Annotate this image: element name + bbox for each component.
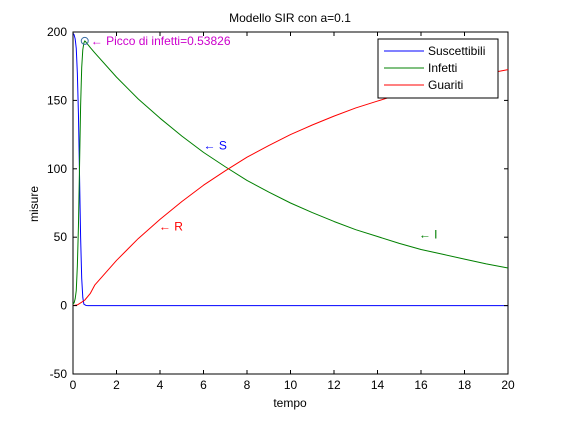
x-tick-label: 4 — [157, 378, 164, 392]
y-tick-label: 150 — [47, 93, 67, 107]
x-tick-label: 0 — [70, 378, 77, 392]
series-line-suscettibili — [72, 33, 508, 307]
legend-label-suscettibili: Suscettibili — [428, 44, 485, 58]
series-annotation: ← R — [159, 219, 183, 233]
x-tick-label: 2 — [113, 378, 120, 392]
peak-annotation: ← Picco di infetti=0.53826 — [91, 34, 231, 48]
series-annotation: ← S — [204, 139, 227, 153]
series-annotation: ← I — [419, 227, 438, 241]
x-axis-label: tempo — [273, 396, 307, 410]
x-tick-label: 12 — [327, 378, 341, 392]
legend-label-guariti: Guariti — [428, 78, 463, 92]
x-tick-label: 20 — [501, 378, 515, 392]
y-tick-label: -50 — [50, 367, 68, 381]
x-tick-label: 14 — [371, 378, 385, 392]
x-tick-label: 6 — [200, 378, 207, 392]
series-line-infetti — [72, 40, 509, 305]
chart-legend: Suscettibili Infetti Guariti — [377, 38, 499, 99]
chart-title: Modello SIR con a=0.1 — [229, 11, 351, 25]
peak-marker — [80, 36, 89, 45]
x-tick-label: 16 — [414, 378, 428, 392]
x-tick-label: 10 — [284, 378, 298, 392]
y-tick-label: 0 — [60, 299, 67, 313]
legend-label-infetti: Infetti — [428, 61, 457, 75]
y-tick-label: 100 — [47, 162, 67, 176]
y-axis-label: misure — [27, 186, 41, 222]
x-tick-label: 8 — [244, 378, 251, 392]
y-tick-label: 200 — [47, 25, 67, 39]
y-tick-label: 50 — [54, 230, 68, 244]
x-tick-label: 18 — [458, 378, 472, 392]
